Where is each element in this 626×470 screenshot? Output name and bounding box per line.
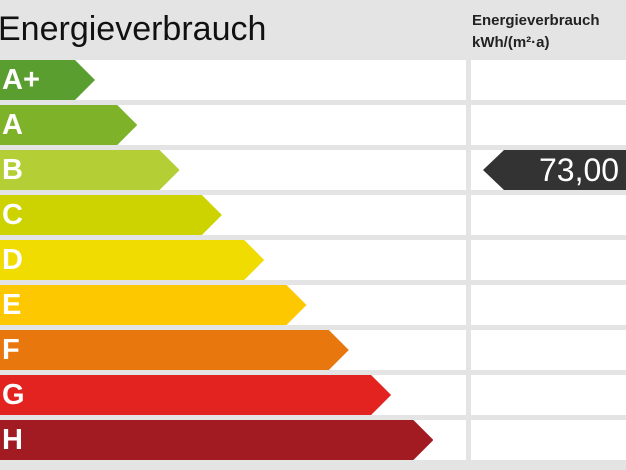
energy-class-row: C: [0, 195, 626, 235]
energy-class-label: C: [2, 199, 23, 231]
energy-class-bar: H: [0, 420, 434, 460]
energy-class-bar: D: [0, 240, 265, 280]
energy-class-row: F: [0, 330, 626, 370]
energy-class-label: F: [2, 334, 20, 366]
energy-class-label: D: [2, 244, 23, 276]
value-cell: [471, 240, 626, 280]
energy-class-label: G: [2, 379, 25, 411]
energy-class-bar: A: [0, 105, 138, 145]
column-unit: kWh/(m²·a): [472, 34, 550, 51]
energy-class-label: B: [2, 154, 23, 186]
value-cell: [471, 285, 626, 325]
value-cell: [471, 375, 626, 415]
value-cell: [471, 330, 626, 370]
column-title: Energieverbrauch: [472, 12, 600, 29]
energy-class-bar: G: [0, 375, 392, 415]
energy-class-bar: C: [0, 195, 222, 235]
energy-class-label: H: [2, 424, 23, 456]
energy-class-row: H: [0, 420, 626, 460]
energy-class-bar: B: [0, 150, 180, 190]
value-cell: [471, 195, 626, 235]
column-header: Energieverbrauch kWh/(m²·a): [472, 10, 600, 54]
energy-class-bar: A+: [0, 60, 95, 100]
energy-class-bar: E: [0, 285, 307, 325]
value-text: 73,00: [539, 152, 620, 188]
page-title: Energieverbrauch: [0, 10, 267, 48]
value-cell: [471, 420, 626, 460]
energy-class-label: A: [2, 109, 23, 141]
value-cell: [471, 105, 626, 145]
energy-class-label: E: [2, 289, 22, 321]
energy-class-row: D: [0, 240, 626, 280]
energy-class-label: A+: [2, 64, 40, 96]
energy-class-row: E: [0, 285, 626, 325]
energy-class-row: A+: [0, 60, 626, 100]
energy-class-row: G: [0, 375, 626, 415]
energy-class-row: B 73,00: [0, 150, 626, 190]
energy-class-row: A: [0, 105, 626, 145]
value-marker: 73,00: [483, 150, 626, 190]
value-cell: [471, 60, 626, 100]
energy-class-bar: F: [0, 330, 349, 370]
